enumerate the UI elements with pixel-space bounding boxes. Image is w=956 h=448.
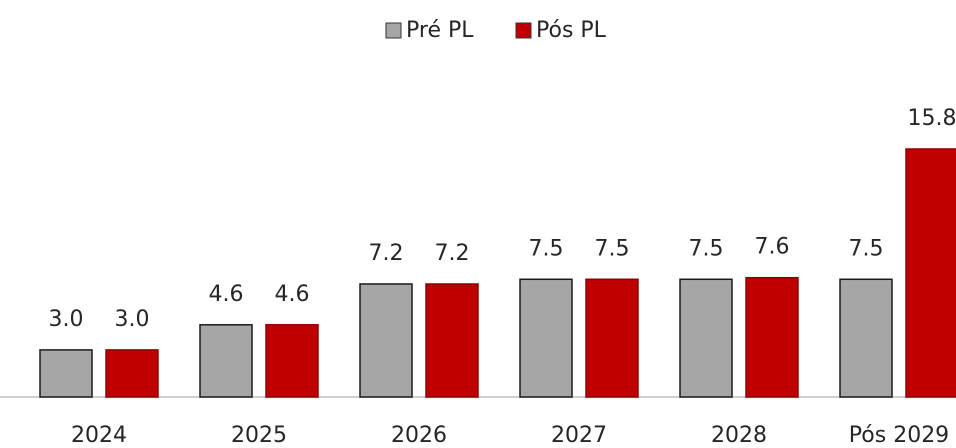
bar <box>359 283 413 398</box>
x-tick-label: 2025 <box>231 423 287 448</box>
data-label: 7.6 <box>755 235 790 260</box>
x-tick-label: 2027 <box>551 423 607 448</box>
data-label: 7.2 <box>435 241 470 266</box>
x-tick-label: 2024 <box>71 423 127 448</box>
bar <box>519 278 573 398</box>
legend-swatch <box>385 22 402 39</box>
bar <box>679 278 733 398</box>
legend-label: Pré PL <box>406 18 474 43</box>
legend-swatch <box>515 22 532 39</box>
bar <box>39 349 93 398</box>
data-label: 4.6 <box>209 282 244 307</box>
bar <box>425 283 479 398</box>
x-tick-label: 2028 <box>711 423 767 448</box>
data-label: 7.5 <box>849 236 884 261</box>
bar <box>265 324 319 398</box>
bar <box>839 278 893 398</box>
data-label: 7.2 <box>369 241 404 266</box>
data-label: 3.0 <box>49 307 84 332</box>
data-label: 4.6 <box>275 282 310 307</box>
bar <box>105 349 159 398</box>
bar <box>745 276 799 398</box>
data-label: 15.8 <box>908 106 956 131</box>
data-label: 7.5 <box>689 236 724 261</box>
x-tick-label: 2026 <box>391 423 447 448</box>
bar <box>905 148 956 398</box>
data-label: 7.5 <box>529 236 564 261</box>
data-label: 7.5 <box>595 236 630 261</box>
bar <box>585 278 639 398</box>
data-label: 3.0 <box>115 307 150 332</box>
x-tick-label: Pós 2029 <box>849 423 949 448</box>
bar <box>199 324 253 398</box>
legend-label: Pós PL <box>536 18 607 43</box>
